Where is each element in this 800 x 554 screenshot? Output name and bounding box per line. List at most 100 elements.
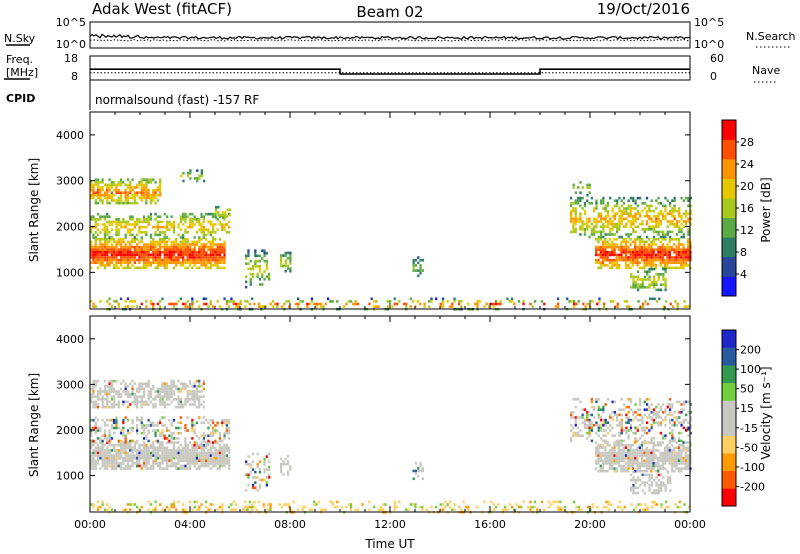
- scatter-cell: [131, 238, 134, 241]
- scatter-cell: [652, 413, 656, 417]
- scatter-cell: [152, 199, 155, 202]
- scatter-cell: [453, 508, 456, 511]
- scatter-cell: [448, 305, 452, 308]
- scatter-cell: [182, 467, 185, 470]
- scatter-cell: [254, 252, 257, 255]
- scatter-cell: [595, 449, 598, 452]
- scatter-cell: [186, 238, 189, 241]
- scatter-cell: [152, 421, 155, 425]
- scatter-cell: [223, 446, 226, 450]
- scatter-cell: [650, 439, 653, 443]
- scatter-cell: [172, 243, 176, 246]
- scatter-cell: [331, 300, 334, 303]
- scatter-cell: [597, 240, 600, 244]
- scatter-cell: [94, 379, 97, 383]
- scatter-cell: [674, 503, 677, 506]
- scatter-cell: [597, 462, 600, 465]
- scatter-cell: [687, 212, 690, 215]
- scatter-cell: [682, 421, 685, 424]
- scatter-cell: [133, 191, 136, 194]
- scatter-cell: [297, 302, 300, 306]
- scatter-cell: [647, 238, 651, 241]
- scatter-cell: [147, 191, 150, 194]
- scatter-cell: [149, 199, 153, 202]
- scatter-cell: [198, 464, 201, 468]
- scatter-cell: [629, 446, 632, 450]
- scatter-cell: [285, 503, 288, 506]
- scatter-cell: [145, 459, 148, 463]
- scatter-cell: [647, 264, 651, 267]
- scatter-cell: [675, 245, 678, 249]
- scatter-cell: [624, 462, 628, 465]
- scatter-cell: [103, 194, 107, 197]
- scatter-cell: [184, 467, 187, 470]
- scatter-cell: [136, 454, 139, 457]
- scatter-cell: [664, 451, 667, 455]
- scatter-cell: [248, 302, 251, 306]
- scatter-cell: [677, 248, 681, 251]
- scatter-cell: [643, 462, 646, 465]
- scatter-cell: [636, 446, 639, 450]
- scatter-cell: [218, 505, 222, 509]
- scatter-cell: [177, 467, 180, 470]
- scatter-cell: [648, 228, 651, 231]
- scatter-cell: [269, 505, 272, 509]
- scatter-cell: [615, 454, 618, 457]
- scatter-cell: [186, 266, 189, 270]
- scatter-cell: [122, 418, 125, 422]
- scatter-cell: [687, 459, 690, 463]
- scatter-cell: [583, 233, 587, 236]
- scatter-cell: [611, 416, 614, 419]
- scatter-cell: [200, 243, 203, 246]
- scatter-cell: [175, 387, 178, 391]
- scatter-cell: [90, 186, 93, 189]
- scatter-cell: [647, 449, 651, 452]
- scatter-cell: [602, 202, 605, 205]
- scatter-cell: [133, 199, 136, 202]
- scatter-cell: [682, 220, 685, 223]
- scatter-cell: [147, 264, 150, 267]
- scatter-cell: [99, 253, 102, 257]
- scatter-cell: [599, 266, 602, 270]
- nsearch-trace: [89, 38, 691, 42]
- scatter-cell: [680, 469, 683, 473]
- scatter-cell: [664, 248, 667, 251]
- scatter-cell: [207, 443, 210, 447]
- scatter-cell: [606, 456, 609, 460]
- scatter-cell: [191, 392, 194, 396]
- scatter-cell: [218, 220, 222, 224]
- scatter-cell: [161, 449, 164, 452]
- scatter-cell: [634, 286, 637, 289]
- scatter-cell: [647, 248, 651, 251]
- scatter-cell: [405, 305, 408, 308]
- scatter-cell: [193, 251, 196, 254]
- scatter-cell: [657, 484, 660, 487]
- scatter-cell: [533, 500, 537, 504]
- scatter-cell: [648, 416, 651, 419]
- scatter-cell: [586, 186, 589, 189]
- scatter-cell: [96, 398, 100, 401]
- scatter-cell: [282, 460, 285, 463]
- scatter-cell: [446, 503, 449, 506]
- scatter-cell: [198, 261, 201, 264]
- scatter-cell: [573, 500, 576, 504]
- scatter-cell: [648, 209, 651, 213]
- scatter-cell: [175, 508, 178, 511]
- scatter-cell: [177, 462, 180, 465]
- scatter-cell: [106, 300, 109, 303]
- scatter-cell: [611, 243, 614, 246]
- scatter-cell: [487, 305, 491, 308]
- scatter-cell: [184, 215, 187, 218]
- scatter-cell: [198, 405, 201, 409]
- scatter-cell: [599, 245, 602, 249]
- scatter-cell: [622, 212, 626, 215]
- scatter-cell: [129, 256, 132, 259]
- scatter-cell: [552, 500, 555, 504]
- scatter-cell: [625, 426, 628, 430]
- scatter-cell: [689, 209, 692, 213]
- scatter-cell: [657, 215, 660, 218]
- scatter-cell: [159, 390, 162, 393]
- scatter-cell: [186, 429, 189, 432]
- scatter-cell: [613, 212, 616, 215]
- scatter-cell: [682, 256, 685, 259]
